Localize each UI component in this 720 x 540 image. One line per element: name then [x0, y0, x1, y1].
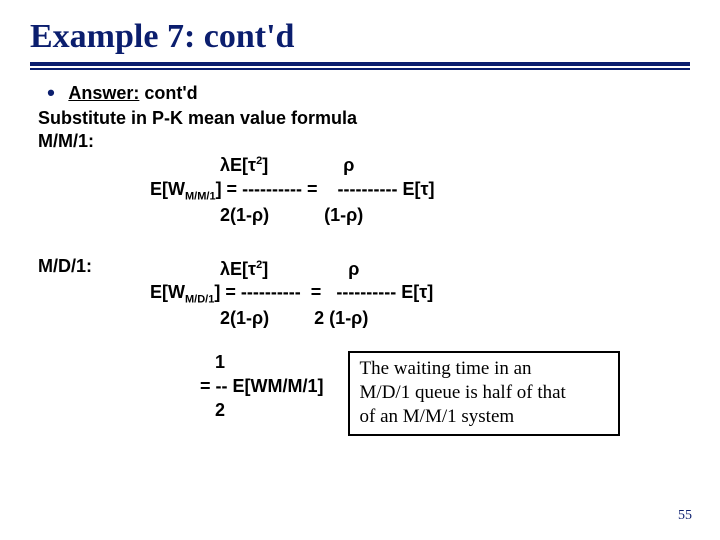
- mm1-numR: ρ: [343, 155, 354, 175]
- md1-lhs-post: ] = ---------- =: [214, 282, 321, 302]
- page-title: Example 7: cont'd: [30, 18, 690, 56]
- half-mid-post: ]: [318, 376, 324, 396]
- substitute-line: Substitute in P-K mean value formula: [38, 108, 690, 129]
- md1-label: M/D/1:: [38, 256, 150, 277]
- answer-bullet: • Answer: cont'd: [38, 80, 690, 106]
- mm1-lhs-post: ] = ---------- =: [216, 179, 318, 199]
- bullet-icon: •: [38, 80, 64, 106]
- md1-numR: ρ: [348, 259, 359, 279]
- note-line-1: The waiting time in an: [360, 357, 608, 381]
- mm1-lhs-pre: E[W: [150, 179, 185, 199]
- md1-lhs-pre: E[W: [150, 282, 185, 302]
- md1-rhs: ---------- E[τ]: [336, 282, 433, 302]
- md1-numL: λE[τ: [220, 259, 256, 279]
- mm1-numL-close: ]: [262, 155, 268, 175]
- mm1-numL: λE[τ: [220, 155, 256, 175]
- note-line-3: of an M/M/1 system: [360, 405, 608, 429]
- note-box: The waiting time in an M/D/1 queue is ha…: [348, 351, 620, 436]
- note-line-2: M/D/1 queue is half of that: [360, 381, 608, 405]
- half-formula: 1 = -- E[WM/M/1] 2: [200, 351, 324, 422]
- md1-formula: λE[τ2] ρ E[WM/D/1] = ---------- = ------…: [150, 258, 433, 332]
- half-bot: 2: [215, 400, 225, 420]
- title-underline-sub: [30, 68, 690, 70]
- half-row: 1 = -- E[WM/M/1] 2 The waiting time in a…: [30, 351, 690, 436]
- mm1-rhs: ---------- E[τ]: [338, 179, 435, 199]
- mm1-formula: λE[τ2] ρ E[WM/M/1] = ---------- = ------…: [150, 154, 690, 228]
- answer-label: Answer:: [68, 83, 139, 103]
- mm1-label: M/M/1:: [38, 131, 690, 152]
- md1-denR: 2 (1-ρ): [314, 308, 368, 328]
- half-mid-sub: M/M/1: [268, 376, 318, 396]
- page-number: 55: [678, 508, 692, 524]
- title-underline-main: [30, 62, 690, 66]
- half-mid-pre: = -- E[W: [200, 376, 268, 396]
- mm1-denL: 2(1-ρ): [220, 205, 269, 225]
- md1-numL-close: ]: [262, 259, 268, 279]
- md1-lhs-sub: M/D/1: [185, 294, 214, 306]
- answer-suffix: cont'd: [139, 83, 197, 103]
- md1-row: M/D/1: λE[τ2] ρ E[WM/D/1] = ---------- =…: [30, 256, 690, 332]
- md1-denL: 2(1-ρ): [220, 308, 269, 328]
- mm1-lhs-sub: M/M/1: [185, 190, 216, 202]
- slide: Example 7: cont'd • Answer: cont'd Subst…: [0, 0, 720, 540]
- half-top: 1: [215, 352, 225, 372]
- mm1-denR: (1-ρ): [324, 205, 363, 225]
